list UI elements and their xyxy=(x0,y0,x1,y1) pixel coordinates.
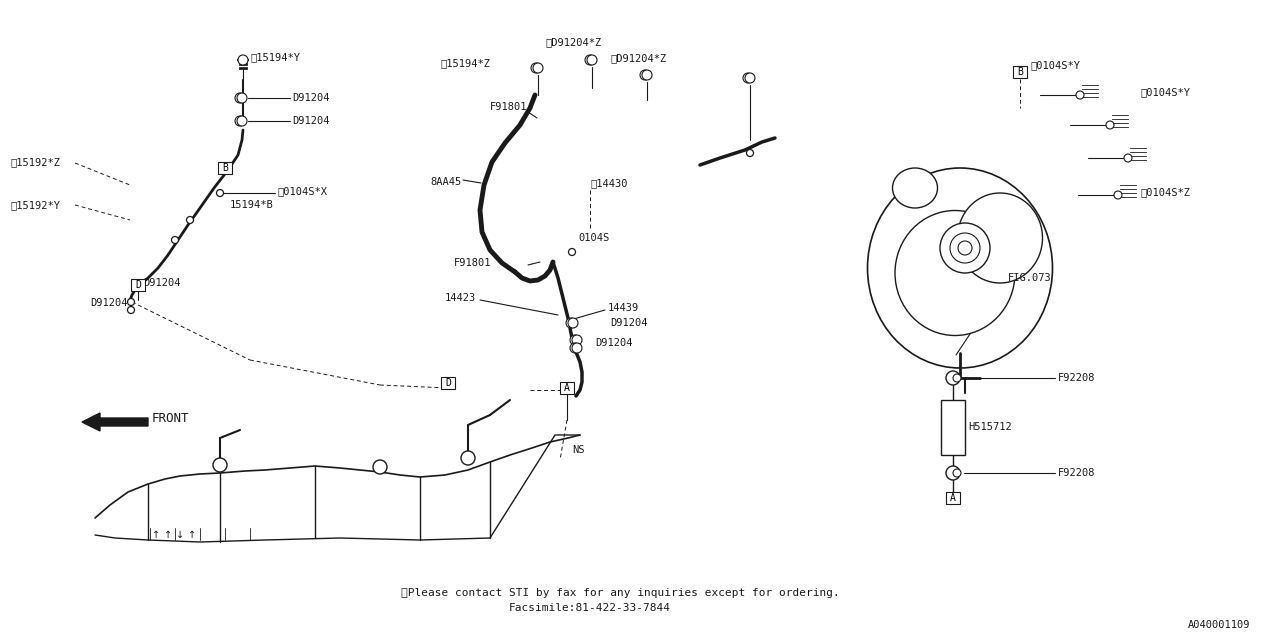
Circle shape xyxy=(568,318,579,328)
Circle shape xyxy=(954,374,961,382)
Ellipse shape xyxy=(957,193,1042,283)
Circle shape xyxy=(461,451,475,465)
Circle shape xyxy=(566,318,576,328)
Text: ※14430: ※14430 xyxy=(590,178,627,188)
Circle shape xyxy=(950,233,980,263)
Circle shape xyxy=(568,248,576,255)
Text: ※0104S*Z: ※0104S*Z xyxy=(1140,187,1190,197)
Circle shape xyxy=(238,55,248,65)
Text: A: A xyxy=(950,493,956,503)
Circle shape xyxy=(187,216,193,223)
Circle shape xyxy=(946,466,960,480)
Text: ※15194*Y: ※15194*Y xyxy=(250,52,300,62)
Text: 14439: 14439 xyxy=(608,303,639,313)
Circle shape xyxy=(742,73,753,83)
Text: NS: NS xyxy=(572,445,585,455)
Circle shape xyxy=(572,343,582,353)
Circle shape xyxy=(532,63,543,73)
Circle shape xyxy=(957,241,972,255)
Text: 14423: 14423 xyxy=(445,293,476,303)
Circle shape xyxy=(570,343,580,353)
Text: D: D xyxy=(445,378,451,388)
Circle shape xyxy=(236,116,244,126)
Text: D91204: D91204 xyxy=(595,338,632,348)
Circle shape xyxy=(954,469,961,477)
Text: D91204: D91204 xyxy=(292,116,329,126)
Text: ※15194*Z: ※15194*Z xyxy=(440,58,490,68)
Text: B: B xyxy=(1018,67,1023,77)
Circle shape xyxy=(128,298,134,305)
Ellipse shape xyxy=(868,168,1052,368)
Text: D91204: D91204 xyxy=(611,318,648,328)
Text: B: B xyxy=(221,163,228,173)
Circle shape xyxy=(572,335,582,345)
Bar xyxy=(442,377,454,389)
Text: ※Please contact STI by fax for any inquiries except for ordering.: ※Please contact STI by fax for any inqui… xyxy=(401,588,840,598)
Circle shape xyxy=(237,116,247,126)
Text: 8AA45: 8AA45 xyxy=(430,177,461,187)
FancyArrow shape xyxy=(82,413,148,431)
Ellipse shape xyxy=(895,211,1015,335)
Bar xyxy=(131,279,145,291)
Bar xyxy=(1012,66,1027,78)
Text: D91204: D91204 xyxy=(143,278,180,288)
Circle shape xyxy=(1076,91,1084,99)
Text: D91204: D91204 xyxy=(90,298,128,308)
Circle shape xyxy=(1124,154,1132,162)
Circle shape xyxy=(237,93,247,103)
Circle shape xyxy=(746,150,754,157)
Text: Facsimile:81-422-33-7844: Facsimile:81-422-33-7844 xyxy=(509,603,671,613)
Circle shape xyxy=(640,70,650,80)
Circle shape xyxy=(212,458,227,472)
Circle shape xyxy=(585,55,595,65)
Bar xyxy=(946,492,960,504)
Circle shape xyxy=(643,70,652,80)
Text: A: A xyxy=(564,383,570,393)
Circle shape xyxy=(128,307,134,314)
Circle shape xyxy=(531,63,541,73)
Circle shape xyxy=(946,371,960,385)
Bar xyxy=(561,382,573,394)
Text: F92208: F92208 xyxy=(1059,373,1096,383)
Text: 15194*B: 15194*B xyxy=(230,200,274,210)
Bar xyxy=(941,400,965,455)
Text: H515712: H515712 xyxy=(968,422,1011,432)
Circle shape xyxy=(172,237,178,243)
Circle shape xyxy=(1114,191,1123,199)
Text: ※D91204*Z: ※D91204*Z xyxy=(545,37,602,47)
Circle shape xyxy=(745,73,755,83)
Bar xyxy=(218,162,232,174)
Text: F92208: F92208 xyxy=(1059,468,1096,478)
Text: FRONT: FRONT xyxy=(152,412,189,424)
Text: FIG.073: FIG.073 xyxy=(1009,273,1052,283)
Text: ※0104S*Y: ※0104S*Y xyxy=(1030,60,1080,70)
Text: $\uparrow\uparrow\downarrow\uparrow$: $\uparrow\uparrow\downarrow\uparrow$ xyxy=(150,529,196,540)
Circle shape xyxy=(236,93,244,103)
Ellipse shape xyxy=(892,168,937,208)
Text: 0104S: 0104S xyxy=(579,233,609,243)
Text: ※0104S*Y: ※0104S*Y xyxy=(1140,87,1190,97)
Text: F91801: F91801 xyxy=(490,102,527,112)
Text: D: D xyxy=(136,280,141,290)
Text: ※0104S*X: ※0104S*X xyxy=(276,186,326,196)
Text: ※D91204*Z: ※D91204*Z xyxy=(611,53,667,63)
Text: F91801: F91801 xyxy=(454,258,492,268)
Text: A040001109: A040001109 xyxy=(1188,620,1251,630)
Text: ※15192*Z: ※15192*Z xyxy=(10,157,60,167)
Circle shape xyxy=(940,223,989,273)
Circle shape xyxy=(570,335,580,345)
Circle shape xyxy=(1106,121,1114,129)
Circle shape xyxy=(372,460,387,474)
Text: ※15192*Y: ※15192*Y xyxy=(10,200,60,210)
Circle shape xyxy=(588,55,596,65)
Text: D91204: D91204 xyxy=(292,93,329,103)
Circle shape xyxy=(216,189,224,196)
